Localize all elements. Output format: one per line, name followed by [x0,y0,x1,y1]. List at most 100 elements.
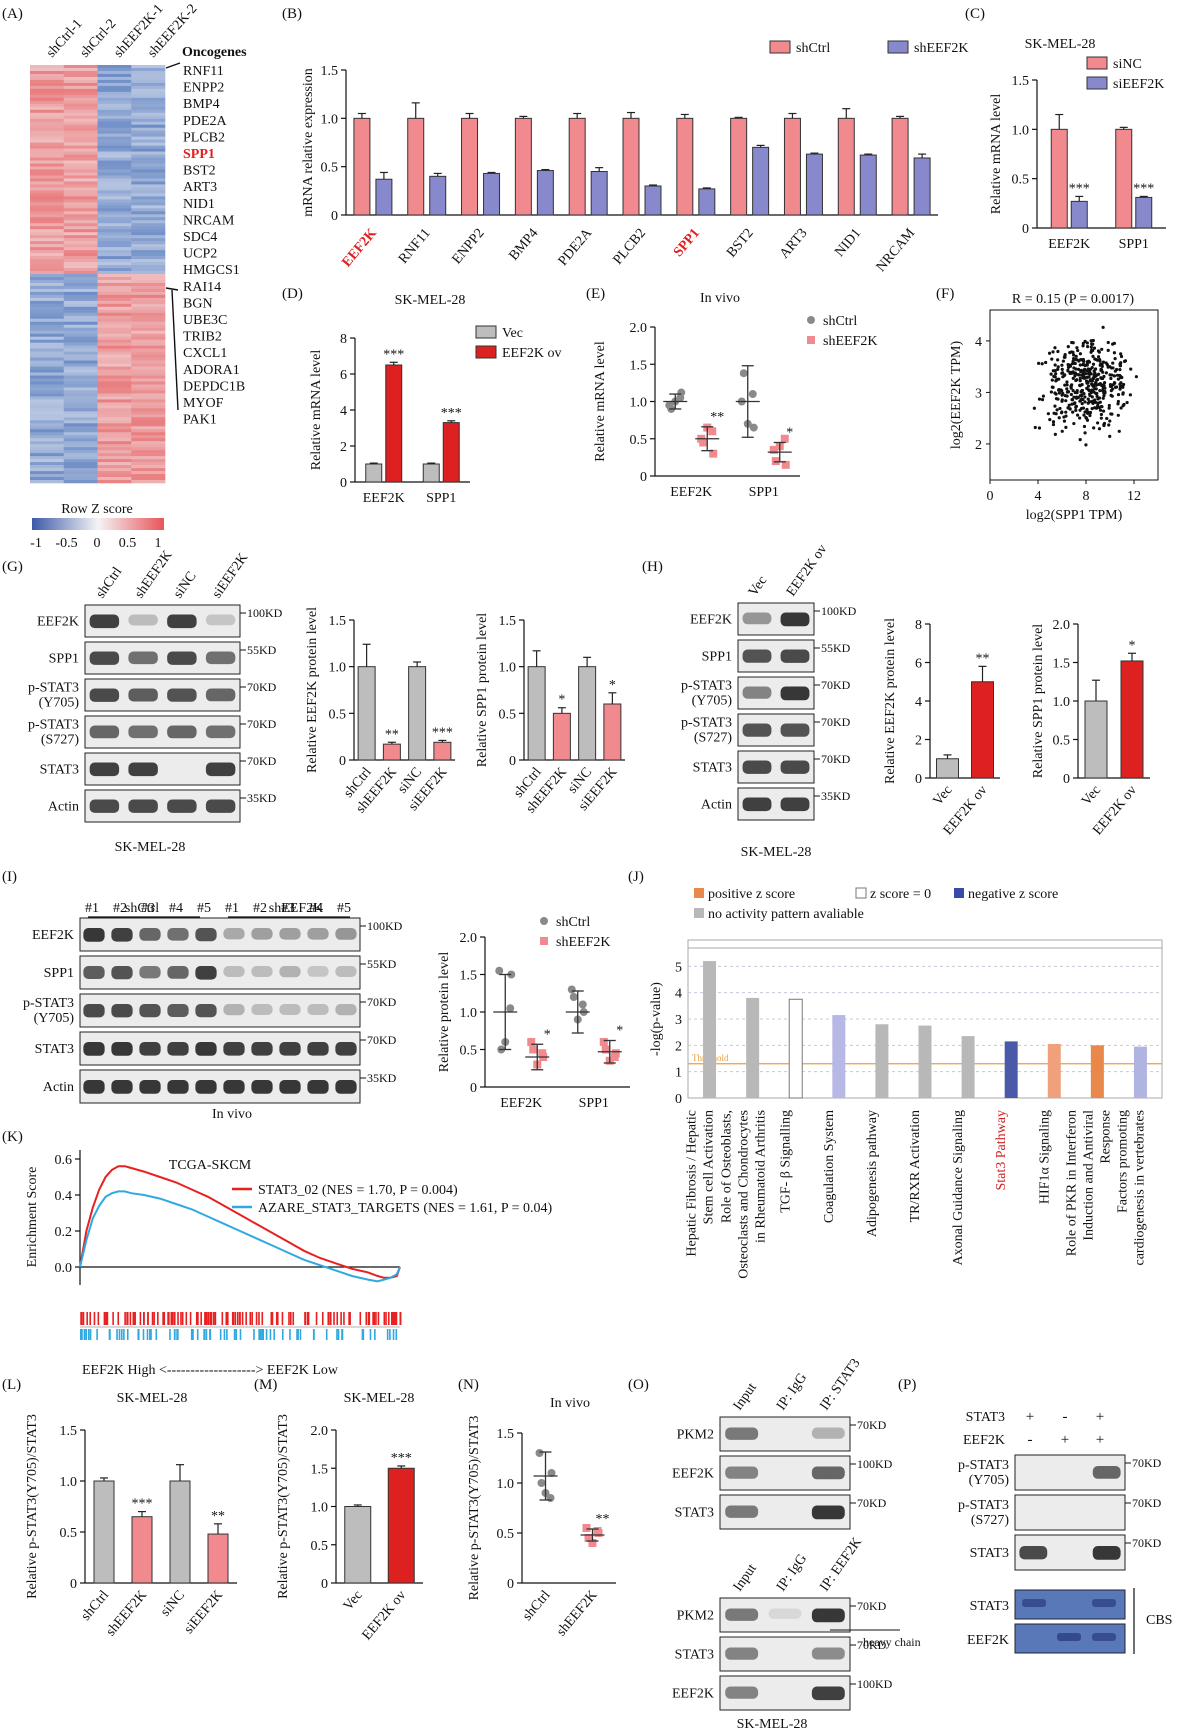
heatmap-cell [97,354,132,358]
legend-swatch [807,316,815,324]
blot-band [167,651,197,665]
panel-h-cell-line: SK-MEL-28 [741,845,812,860]
data-point [1110,387,1115,391]
legend-tick: 1 [155,536,162,551]
hit-mark-blue [123,1329,125,1340]
heatmap-cell [63,333,98,337]
hit-mark-red [391,1312,393,1325]
bar [169,1480,191,1584]
heatmap-cell [63,381,98,385]
heatmap-cell [131,414,166,418]
data-point [1060,367,1064,371]
bar [644,185,662,216]
heatmap-cell [131,79,166,84]
heatmap-cell [97,423,132,427]
data-point [1078,438,1082,442]
heatmap-cell [63,199,98,203]
blot-row-label: EEF2K [672,1467,714,1482]
panel-m-subtitle: SK-MEL-28 [344,1391,415,1406]
x-tick-label: BMP4 [506,226,541,264]
heatmap-cell [30,79,65,84]
heatmap-cell [131,417,166,421]
heatmap-cell [131,193,166,197]
size-marker: 70KD [247,754,277,768]
hit-mark-red [372,1312,374,1325]
condition-label: STAT3 [966,1410,1005,1425]
heatmap-cell [131,262,166,266]
heatmap-cell [30,97,65,102]
data-point [1052,374,1056,378]
data-point [1074,408,1078,412]
blot-band [128,799,158,813]
data-point [1077,358,1081,362]
data-point [1100,369,1104,373]
hit-mark-red [392,1312,395,1325]
bar [382,743,401,761]
heatmap-cell [131,462,166,466]
heatmap-cell [131,211,166,215]
data-point [1090,388,1094,393]
y-tick-label: 1.0 [321,112,339,127]
heatmap-cell [97,300,132,305]
heatmap-cell [131,477,166,481]
x-tick-label: SPP1 [749,485,779,500]
heatmap-cell [30,363,65,367]
data-point [781,460,790,469]
panel-letter-o: (O) [628,1377,649,1393]
y-tick-label: 1.5 [497,1427,515,1442]
heatmap-cell [97,456,132,460]
data-point [1060,363,1064,367]
data-point [1117,429,1121,433]
blot-lane-label: #2 [253,901,267,916]
data-point [1116,393,1121,397]
gene-label: PLCB2 [183,130,225,145]
heatmap-cell [131,136,166,140]
heatmap-cell [63,145,98,149]
data-point [1104,371,1108,375]
x-tick-label: ART3 [777,226,810,262]
y-tick-label: 6 [340,368,347,383]
heatmap-cell [63,253,98,257]
gene-label: MYOF [183,396,224,411]
gene-label: BMP4 [183,97,220,112]
data-point [1053,404,1057,408]
x-tick-label: SPP1 [426,491,456,506]
blot-band [83,1080,105,1094]
heatmap-cell [30,285,65,290]
heatmap-cell [30,253,65,257]
hit-mark-red [292,1312,295,1325]
heatmap-cell [97,342,132,346]
data-point [1051,369,1055,373]
size-marker: 100KD [821,604,857,618]
y-tick-label: 1.0 [499,661,517,676]
blot-band [139,1004,161,1018]
data-point [1078,363,1082,367]
y-tick-label: 4 [675,987,682,1002]
data-point [1100,405,1104,409]
hit-mark-red [367,1312,370,1325]
x-tick-label: 4 [1035,489,1042,504]
panel-letter-b: (B) [282,6,302,22]
blot-lane-label: siNC [171,569,200,601]
x-tick-label: RNF11 [396,226,434,267]
significance-label: * [1129,638,1136,653]
heatmap-cell [63,465,98,469]
panel-letter-k: (K) [2,1129,23,1145]
label-line: (S727) [41,733,79,748]
y-tick-label: 4 [915,695,922,710]
heatmap-cell [30,214,65,218]
heatmap-cell [30,121,65,126]
blot-band [279,966,301,978]
blot-band [725,1505,759,1518]
data-point [708,427,717,436]
gene-label: BST2 [183,164,216,179]
y-tick-label: 1.0 [60,1475,78,1490]
heatmap-cell [63,100,98,105]
heatmap-cell [63,220,98,224]
data-point [584,1534,593,1542]
label-line: p-STAT3 [958,1458,1009,1473]
heatmap-cell [30,73,65,78]
hit-mark-red [234,1312,237,1325]
panel-letter-p: (P) [898,1377,916,1393]
